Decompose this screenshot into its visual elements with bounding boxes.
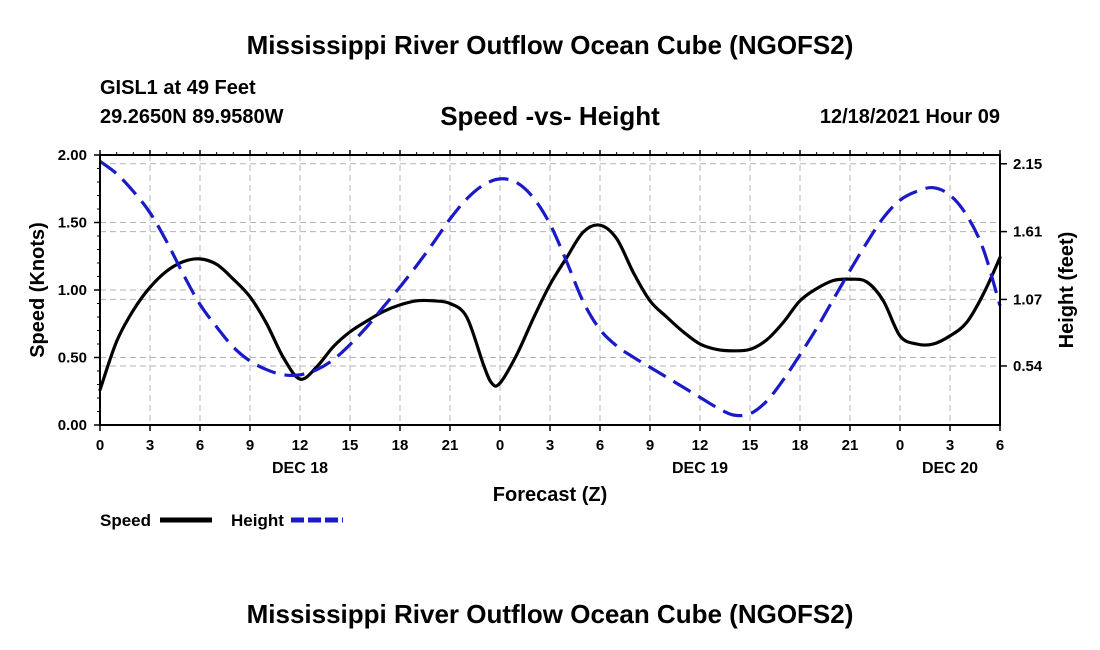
x-tick-label: 15 <box>742 437 759 454</box>
chart-subtitle: Speed -vs- Height <box>440 101 660 131</box>
station-coordinates: 29.2650N 89.9580W <box>100 106 284 128</box>
forecast-datetime: 12/18/2021 Hour 09 <box>819 106 1000 128</box>
y2-tick-label: 2.15 <box>1013 156 1042 173</box>
legend: Speed Height <box>100 511 343 530</box>
station-label: GISL1 at 49 Feet <box>100 77 256 99</box>
y2-tick-label: 1.61 <box>1013 224 1042 241</box>
x-axis-label: Forecast (Z) <box>493 484 607 506</box>
x-tick-label: 3 <box>146 437 154 454</box>
y-tick-label: 1.50 <box>58 215 87 232</box>
x-tick-label: 9 <box>246 437 254 454</box>
y2-tick-label: 1.07 <box>1013 291 1042 308</box>
footer-title: Mississippi River Outflow Ocean Cube (NG… <box>246 599 854 629</box>
x-tick-label: 0 <box>96 437 104 454</box>
x-tick-label: 3 <box>946 437 954 454</box>
x-tick-label: 12 <box>692 437 709 454</box>
x-tick-label: 0 <box>496 437 504 454</box>
data-series <box>98 159 1002 418</box>
y-tick-label: 1.00 <box>58 282 87 299</box>
x-tick-label: 18 <box>392 437 409 454</box>
x-tick-label: 21 <box>842 437 859 454</box>
x-tick-label: 21 <box>442 437 459 454</box>
x-tick-label: 6 <box>196 437 204 454</box>
x-tick-label: 6 <box>596 437 604 454</box>
x-tick-label: 18 <box>792 437 809 454</box>
date-label: DEC 20 <box>922 460 978 477</box>
series-line-speed <box>98 223 1002 392</box>
y-tick-label: 0.50 <box>58 350 87 367</box>
series-line-height <box>99 159 1002 418</box>
y-tick-label: 2.00 <box>58 147 87 164</box>
legend-height-label: Height <box>231 511 284 530</box>
x-tick-label: 15 <box>342 437 359 454</box>
grid-lines <box>100 155 1000 425</box>
page-title: Mississippi River Outflow Ocean Cube (NG… <box>246 30 854 60</box>
y-tick-label: 0.00 <box>58 417 87 434</box>
x-tick-label: 3 <box>546 437 554 454</box>
x-tick-label: 9 <box>646 437 654 454</box>
date-label: DEC 18 <box>272 460 328 477</box>
y2-tick-label: 0.54 <box>1013 358 1043 375</box>
date-label: DEC 19 <box>672 460 728 477</box>
x-tick-label: 12 <box>292 437 309 454</box>
x-tick-label: 0 <box>896 437 904 454</box>
x-tick-label: 6 <box>996 437 1004 454</box>
legend-speed-label: Speed <box>100 511 151 530</box>
y-axis-label-left: Speed (Knots) <box>27 222 49 358</box>
y-axis-label-right: Height (feet) <box>1056 232 1078 349</box>
axes: 0 3 6 9 12 15 18 21 0 3 6 9 12 15 18 21 0 3 6 0.00 0.50 1.00 1… <box>58 147 1043 477</box>
